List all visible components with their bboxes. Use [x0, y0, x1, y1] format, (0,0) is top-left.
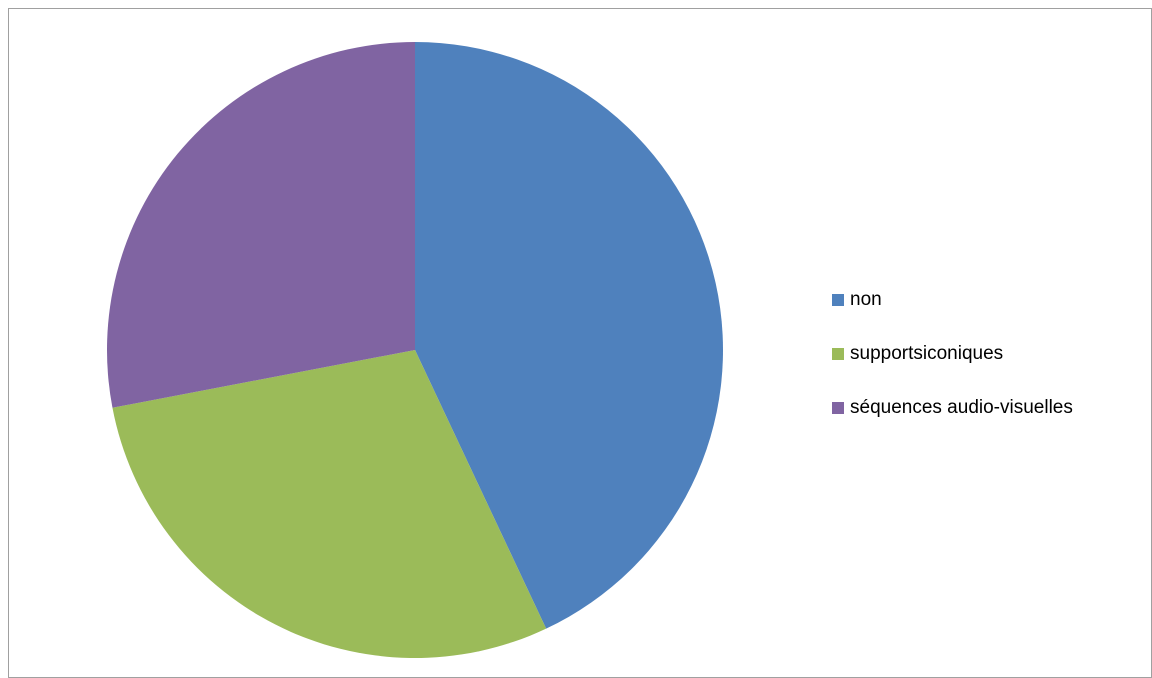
chart-legend: non supportsiconiques séquences audio-vi… [832, 286, 1142, 448]
pie-slice-0 [415, 42, 723, 629]
legend-swatch-1 [832, 348, 844, 360]
legend-swatch-0 [832, 294, 844, 306]
pie-slice-1 [112, 350, 547, 658]
legend-item-1: supportsiconiques [832, 340, 1142, 368]
legend-item-2: séquences audio-visuelles [832, 394, 1142, 422]
legend-label-sequences-audio-visuelles: séquences audio-visuelles [850, 397, 1073, 418]
legend-item-0: non [832, 286, 1142, 314]
legend-swatch-2 [832, 402, 844, 414]
pie-slice-2 [106, 42, 415, 408]
legend-label-supportsiconiques: supportsiconiques [850, 343, 1004, 364]
legend-label-non: non [850, 289, 882, 310]
pie-slices [106, 42, 723, 658]
